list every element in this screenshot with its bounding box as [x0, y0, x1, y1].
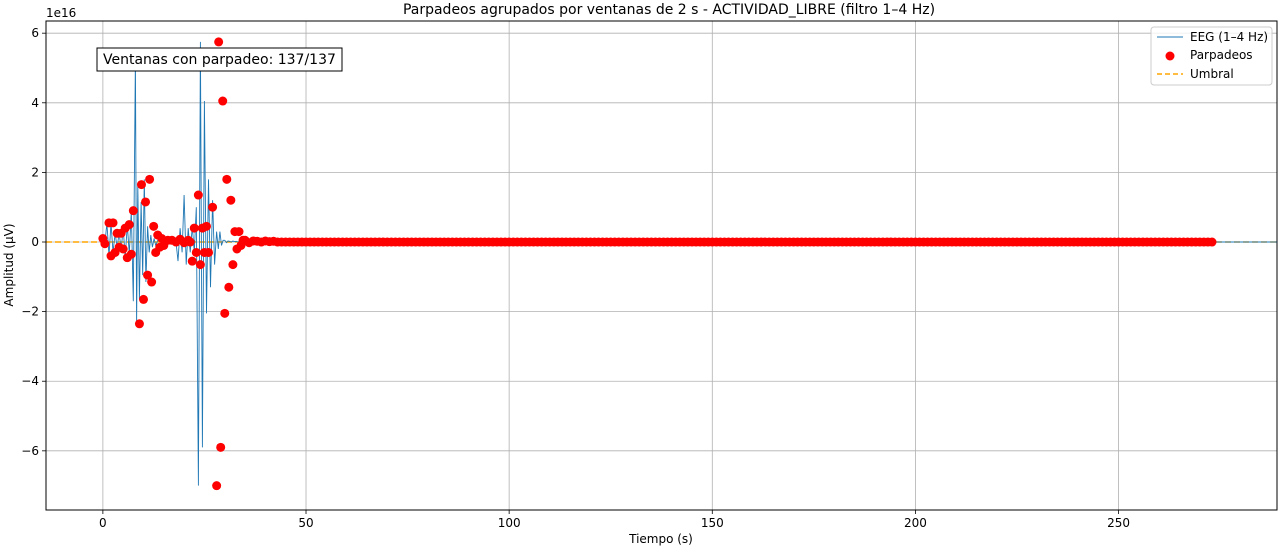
y-tick-label: −6	[21, 444, 39, 458]
blink-marker	[195, 260, 205, 270]
legend-blink-swatch	[1165, 51, 1175, 61]
blink-marker	[143, 270, 153, 280]
blink-marker	[185, 237, 195, 247]
x-axis-ticks: 0 50 100 150 200 250	[99, 510, 1130, 530]
x-tick-label: 200	[904, 516, 927, 530]
blink-marker	[141, 197, 151, 207]
blink-layer	[98, 37, 1217, 491]
blink-marker	[189, 223, 199, 233]
annotation-text: Ventanas con parpadeo: 137/137	[103, 52, 336, 68]
blink-marker	[128, 206, 138, 216]
blink-marker	[224, 282, 234, 292]
blink-marker	[145, 174, 155, 184]
x-tick-label: 250	[1107, 516, 1130, 530]
blink-marker	[218, 96, 228, 106]
blink-marker	[136, 180, 146, 190]
blink-marker	[124, 220, 134, 230]
blink-marker	[149, 221, 159, 231]
plot-frame	[45, 20, 1278, 511]
legend-threshold-label: Umbral	[1190, 67, 1234, 81]
blink-marker	[234, 227, 244, 237]
blink-marker	[118, 244, 128, 254]
blink-marker	[201, 221, 211, 231]
blink-marker	[193, 190, 203, 200]
blink-marker	[100, 239, 110, 249]
blink-marker	[226, 195, 236, 205]
legend-blink-label: Parpadeos	[1190, 48, 1253, 62]
y-axis-label: Amplitud (μV)	[2, 223, 16, 306]
y-tick-label: 4	[31, 96, 39, 110]
blink-marker	[208, 202, 218, 212]
blink-marker	[222, 174, 232, 184]
blink-marker	[108, 218, 118, 228]
x-tick-label: 0	[99, 516, 107, 530]
blink-marker	[191, 247, 201, 257]
blink-marker	[147, 277, 157, 287]
x-axis-label: Tiempo (s)	[628, 532, 693, 546]
legend-eeg-label: EEG (1–4 Hz)	[1190, 30, 1268, 44]
blink-marker	[220, 308, 230, 318]
y-tick-label: 2	[31, 165, 39, 179]
y-tick-label: −4	[21, 374, 39, 388]
y-tick-label: 6	[31, 26, 39, 40]
blink-marker	[204, 247, 214, 257]
blink-marker	[134, 319, 144, 329]
blink-marker	[187, 256, 197, 266]
blink-marker	[228, 260, 238, 270]
chart-title: Parpadeos agrupados por ventanas de 2 s …	[403, 2, 935, 18]
blink-marker	[1207, 237, 1217, 247]
blink-marker	[126, 249, 136, 259]
x-tick-label: 150	[701, 516, 724, 530]
legend: EEG (1–4 Hz) Parpadeos Umbral	[1150, 26, 1273, 86]
annotation-box: Ventanas con parpadeo: 137/137	[96, 47, 343, 72]
blink-marker	[212, 481, 222, 491]
blink-marker	[139, 294, 149, 304]
y-axis-ticks: −6 −4 −2 0 2 4 6	[21, 26, 46, 458]
y-tick-label: 0	[31, 235, 39, 249]
y-axis-offset-label: 1e16	[46, 6, 76, 20]
y-tick-label: −2	[21, 305, 39, 319]
x-tick-label: 50	[298, 516, 313, 530]
x-tick-label: 100	[498, 516, 521, 530]
blink-marker	[214, 37, 224, 47]
blink-marker	[216, 442, 226, 452]
